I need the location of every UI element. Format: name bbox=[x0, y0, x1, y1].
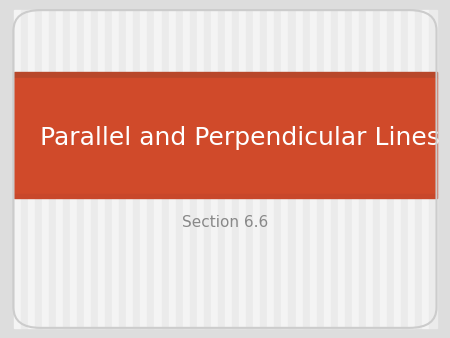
Bar bbox=[281, 10, 288, 328]
Bar bbox=[352, 10, 359, 328]
Bar bbox=[21, 10, 27, 328]
Bar bbox=[317, 10, 324, 328]
Bar bbox=[204, 10, 211, 328]
Bar bbox=[429, 10, 436, 328]
Bar bbox=[98, 10, 105, 328]
Bar bbox=[359, 10, 366, 328]
Bar bbox=[239, 10, 246, 328]
Bar bbox=[302, 10, 310, 328]
Bar bbox=[331, 10, 338, 328]
Bar bbox=[232, 10, 239, 328]
Bar bbox=[415, 10, 423, 328]
Bar bbox=[176, 10, 183, 328]
Bar bbox=[49, 10, 56, 328]
Bar bbox=[63, 10, 70, 328]
Bar bbox=[190, 10, 197, 328]
Bar bbox=[35, 10, 42, 328]
Bar bbox=[387, 10, 394, 328]
Bar bbox=[14, 72, 436, 78]
Text: Section 6.6: Section 6.6 bbox=[182, 215, 268, 230]
Bar bbox=[394, 10, 401, 328]
Bar bbox=[154, 10, 162, 328]
Bar bbox=[133, 10, 140, 328]
Bar bbox=[296, 10, 302, 328]
Bar bbox=[366, 10, 373, 328]
Bar bbox=[70, 10, 77, 328]
Bar bbox=[373, 10, 380, 328]
Bar bbox=[14, 10, 21, 328]
Bar bbox=[338, 10, 345, 328]
Bar bbox=[112, 10, 119, 328]
Bar bbox=[288, 10, 296, 328]
Bar bbox=[401, 10, 408, 328]
Bar bbox=[169, 10, 176, 328]
Bar bbox=[84, 10, 91, 328]
Bar bbox=[105, 10, 112, 328]
Bar bbox=[260, 10, 267, 328]
Bar bbox=[27, 10, 35, 328]
Bar bbox=[211, 10, 218, 328]
Bar bbox=[56, 10, 63, 328]
Bar bbox=[310, 10, 317, 328]
Bar bbox=[324, 10, 331, 328]
Bar bbox=[423, 10, 429, 328]
Bar bbox=[218, 10, 225, 328]
Bar bbox=[162, 10, 169, 328]
Bar bbox=[126, 10, 133, 328]
Bar bbox=[148, 10, 154, 328]
Bar bbox=[225, 10, 232, 328]
Bar bbox=[119, 10, 126, 328]
Bar bbox=[380, 10, 387, 328]
Bar bbox=[197, 10, 204, 328]
Bar bbox=[345, 10, 352, 328]
Bar bbox=[42, 10, 49, 328]
Bar bbox=[246, 10, 253, 328]
Text: Parallel and Perpendicular Lines: Parallel and Perpendicular Lines bbox=[40, 126, 441, 150]
Bar bbox=[253, 10, 260, 328]
Bar bbox=[14, 78, 436, 194]
Bar bbox=[408, 10, 415, 328]
FancyBboxPatch shape bbox=[14, 10, 436, 328]
Bar bbox=[91, 10, 98, 328]
Bar bbox=[267, 10, 274, 328]
Bar bbox=[14, 194, 436, 198]
Bar bbox=[77, 10, 84, 328]
Bar bbox=[274, 10, 281, 328]
Bar bbox=[183, 10, 190, 328]
Bar bbox=[140, 10, 148, 328]
